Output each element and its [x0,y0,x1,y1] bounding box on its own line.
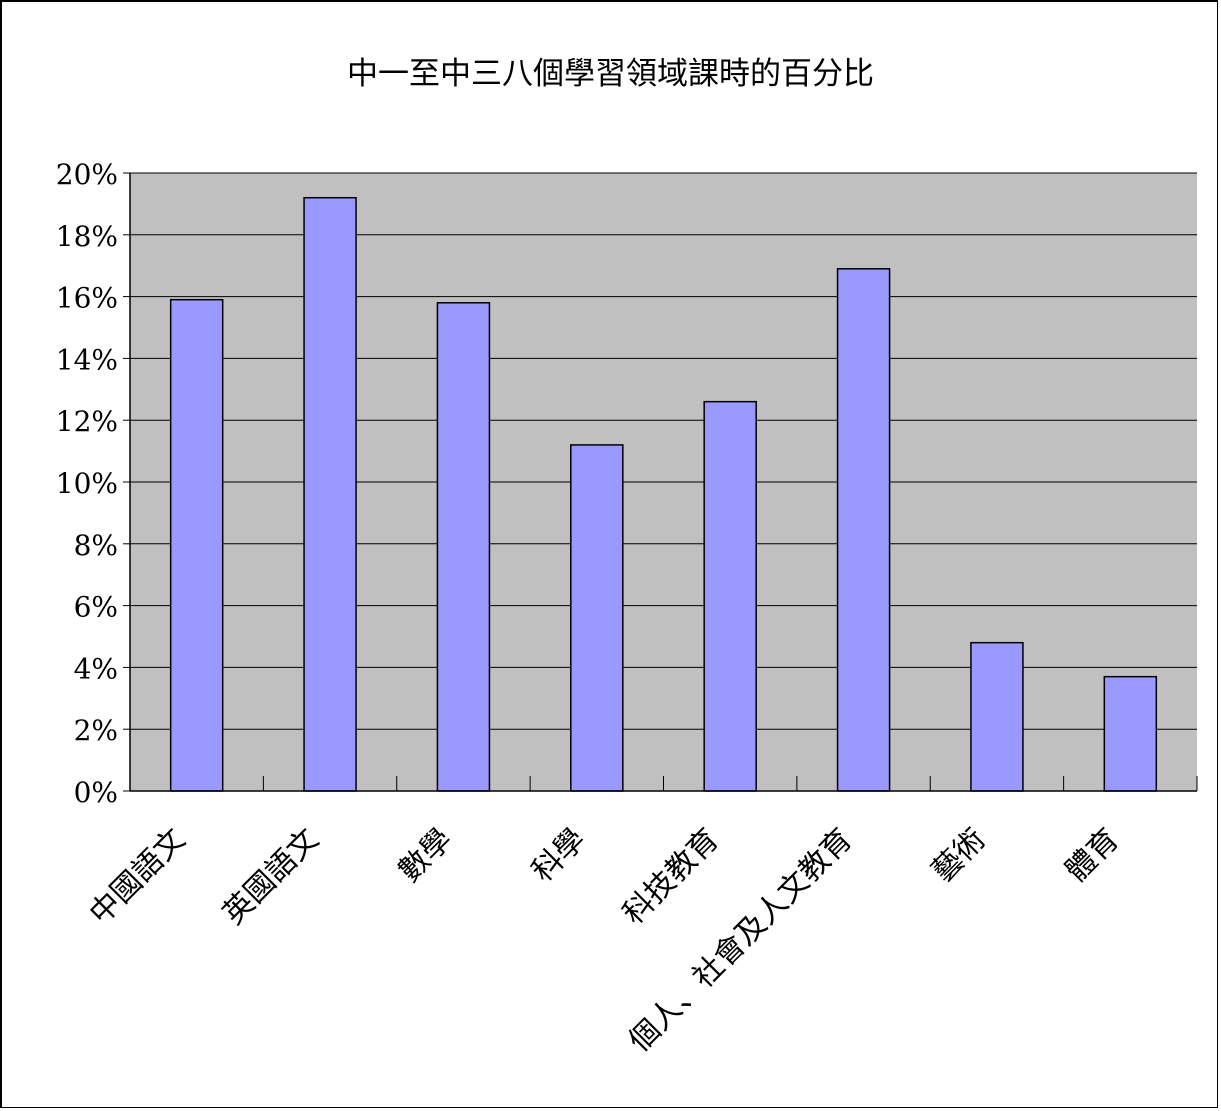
bar [571,445,623,791]
y-tick-label: 10% [56,467,118,500]
bar [437,303,489,791]
y-tick-label: 0% [74,776,118,809]
bar [304,198,356,791]
bar [171,300,223,791]
x-category-label: 科學 [525,822,592,889]
x-category-label: 英國語文 [216,822,326,932]
x-category-label: 體育 [1059,822,1126,889]
x-category-label: 數學 [392,822,459,889]
x-category-label: 個人、社會及人文教育 [622,822,859,1059]
bar [1104,677,1156,791]
bar [838,269,890,791]
x-category-label: 中國語文 [83,822,193,932]
y-tick-label: 18% [56,220,118,253]
y-tick-label: 16% [56,282,118,315]
y-tick-labels: 0% 2% 4% 6% 8% 10% 12% 14% 16% 18% 20% [56,158,118,809]
x-category-label: 科技教育 [616,822,726,932]
bar [971,643,1023,791]
y-tick-label: 12% [56,405,118,438]
y-tick-label: 6% [74,591,118,624]
y-tick-label: 8% [74,529,118,562]
y-tick-label: 2% [74,714,118,747]
bar [704,402,756,791]
y-tick-label: 4% [74,652,118,685]
x-category-label: 藝術 [925,822,992,889]
y-tick-label: 20% [56,158,118,191]
y-tick-label: 14% [56,343,118,376]
